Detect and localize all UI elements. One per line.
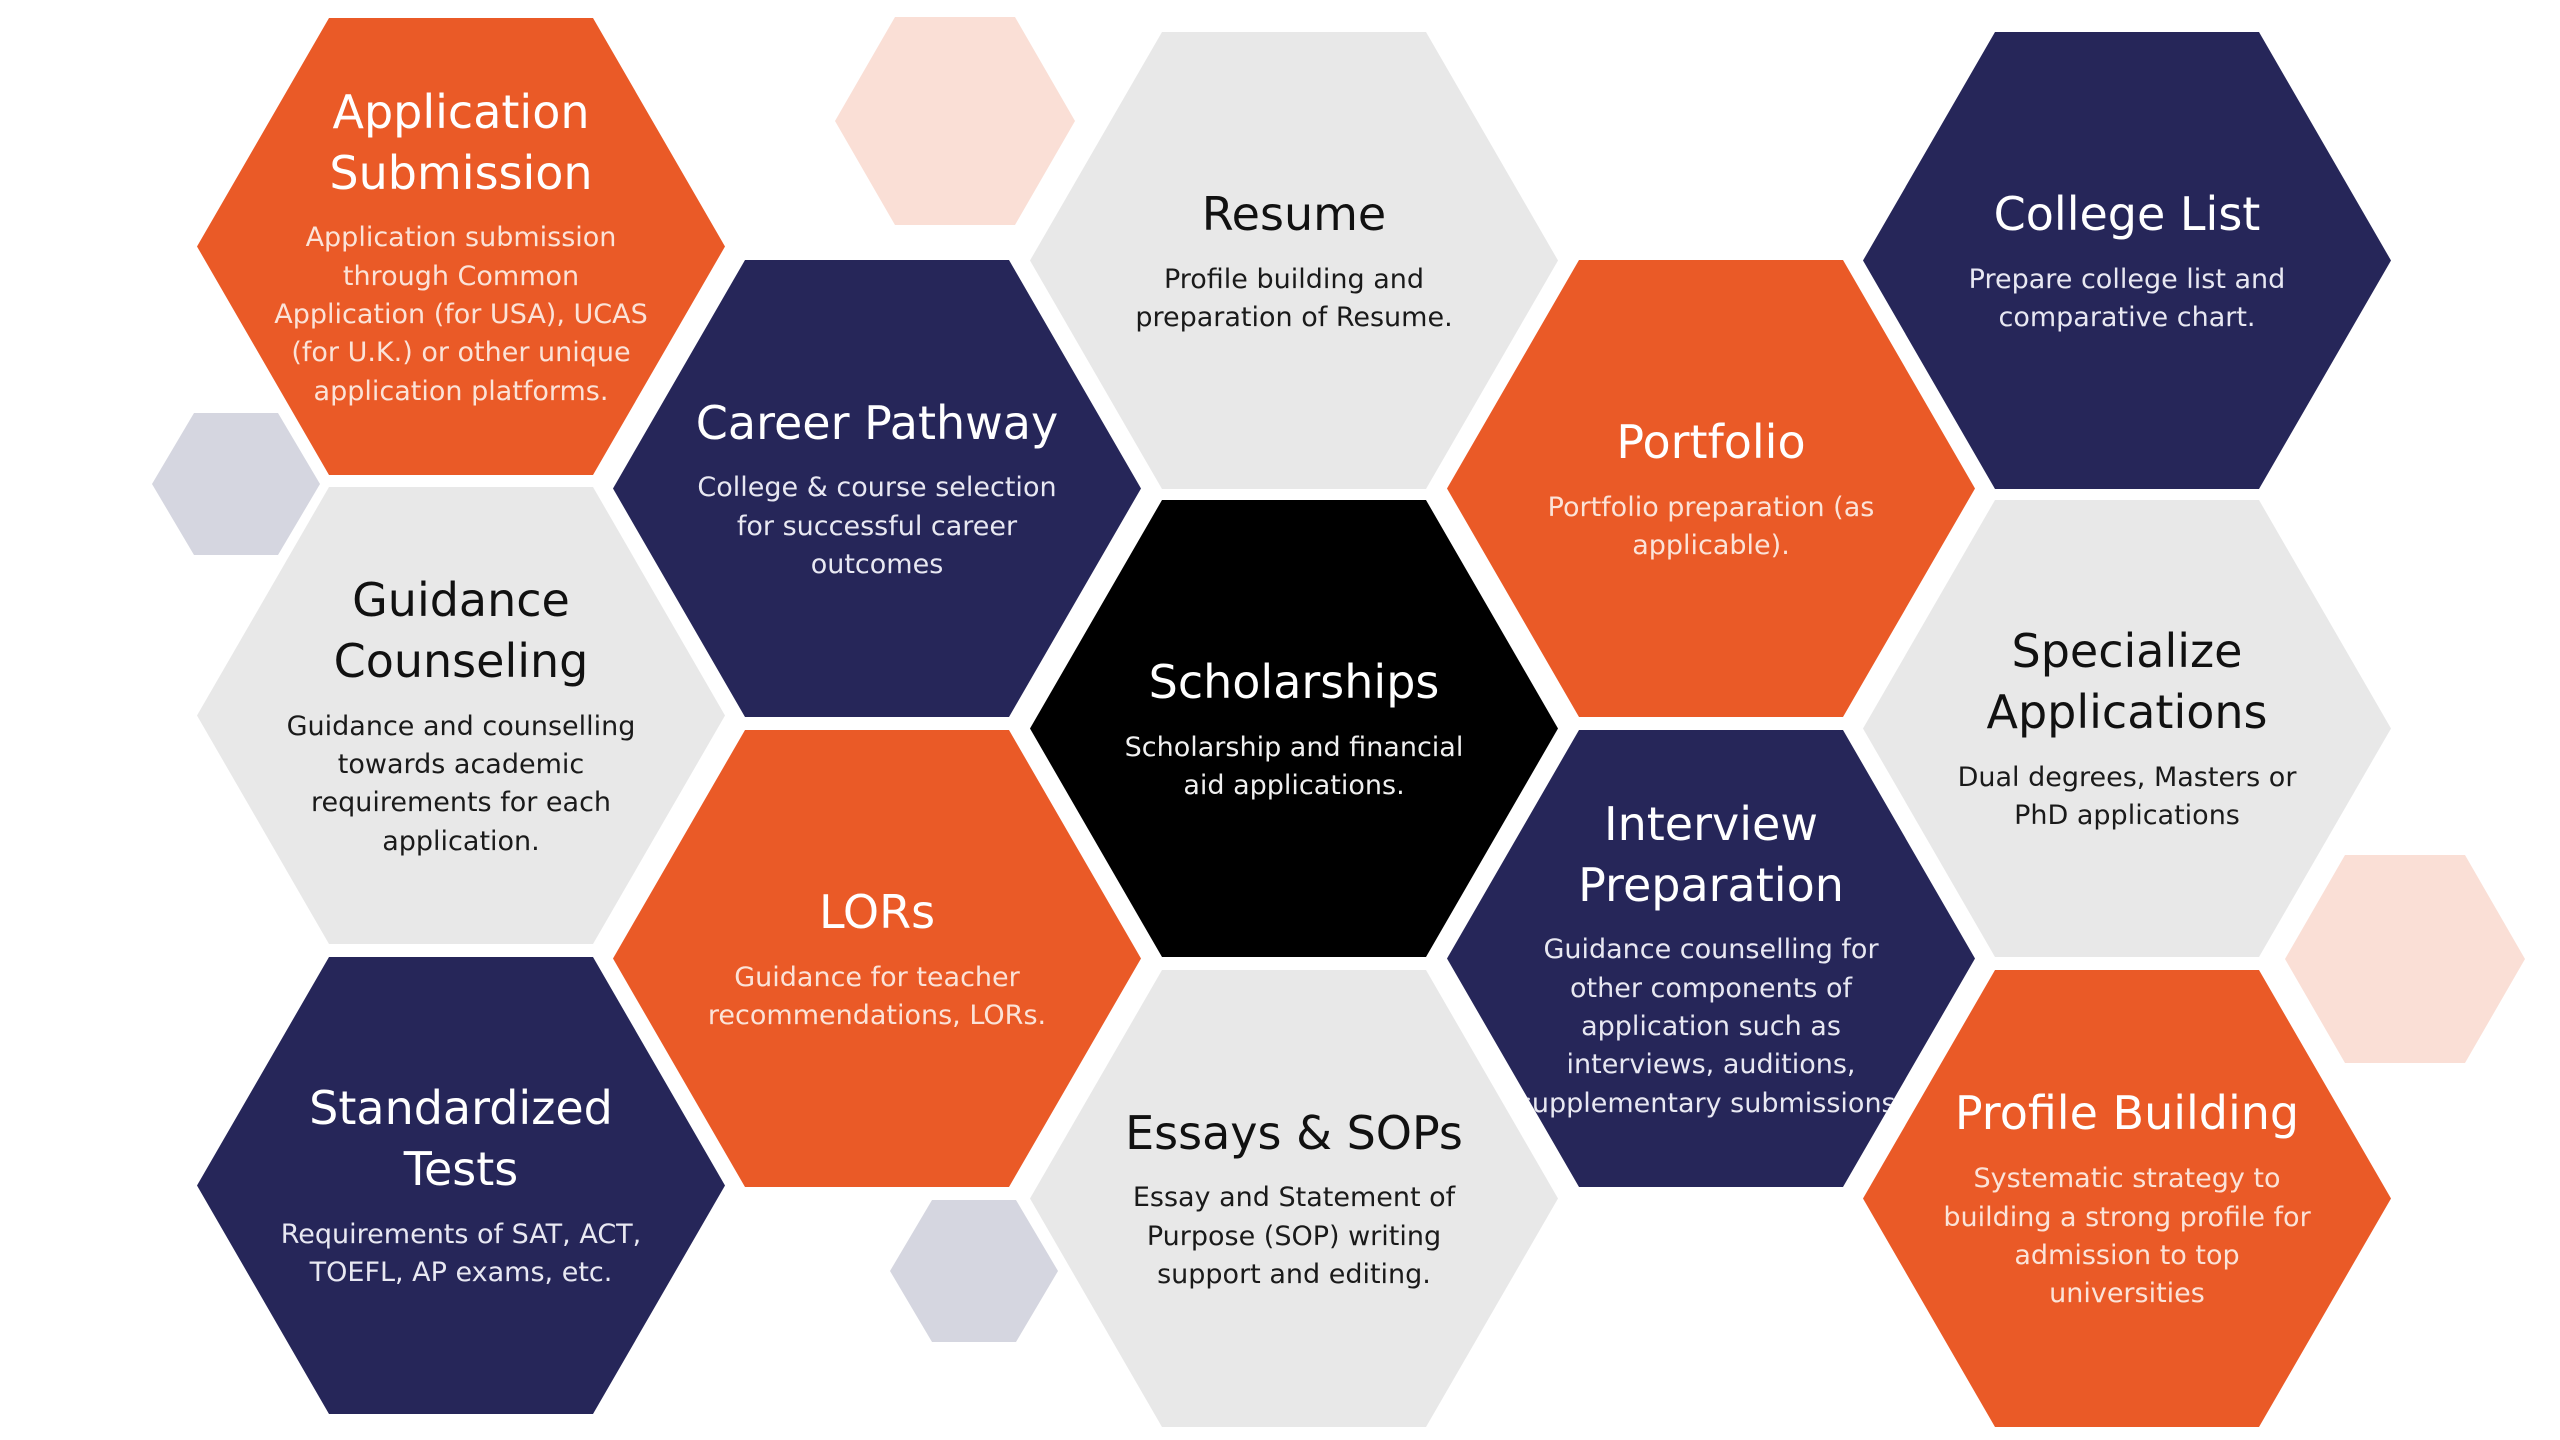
lors-description: Guidance for teacher recommendations, LO…	[707, 961, 1047, 1031]
hexagon-profile-building: Profile Building Systematic strategy to …	[1863, 970, 2391, 1427]
guidance-counseling-description: Guidance and counselling towards academi…	[286, 710, 636, 857]
standardized-tests-title: Standardized Tests	[309, 1081, 613, 1197]
portfolio-title: Portfolio	[1616, 414, 1806, 469]
college-list-description: Prepare college list and comparative cha…	[1968, 263, 2286, 333]
application-submission-description: Application submission through Common Ap…	[274, 222, 648, 407]
scholarships-title: Scholarships	[1148, 654, 1440, 709]
hexagon-interview-preparation: Interview Preparation Guidance counselli…	[1447, 730, 1975, 1187]
lors-title: LORs	[818, 884, 936, 939]
hexagon-application-submission: Application Submission Application submi…	[197, 18, 725, 475]
hexagon-standardized-tests: Standardized Tests Requirements of SAT, …	[197, 957, 725, 1414]
interview-preparation-description: Guidance counselling for other component…	[1517, 934, 1905, 1119]
decorative-hexagon-lavender-left	[152, 413, 320, 555]
decorative-hexagon-peach-top	[835, 17, 1075, 225]
standardized-tests-description: Requirements of SAT, ACT, TOEFL, AP exam…	[280, 1218, 642, 1289]
hexagon-college-list: College List Prepare college list and co…	[1863, 32, 2391, 489]
guidance-counseling-title: Guidance Counseling	[333, 573, 589, 688]
profile-building-title: Profile Building	[1954, 1086, 2300, 1141]
hexagon-resume: Resume Profile building and preparation …	[1030, 32, 1558, 489]
hexagon-guidance-counseling: Guidance Counseling Guidance and counsel…	[197, 487, 725, 944]
resume-title: Resume	[1201, 186, 1387, 241]
essays-sops-description: Essay and Statement of Purpose (SOP) wri…	[1132, 1182, 1456, 1291]
profile-building-description: Systematic strategy to building a strong…	[1943, 1163, 2311, 1310]
portfolio-description: Portfolio preparation (as applicable).	[1547, 491, 1875, 561]
hexagon-lors: LORs Guidance for teacher recommendation…	[613, 730, 1141, 1187]
scholarships-description: Scholarship and financial aid applicatio…	[1124, 731, 1464, 801]
hexagon-essays-sops: Essays & SOPs Essay and Statement of Pur…	[1030, 970, 1558, 1427]
specialize-applications-title: Specialize Applications	[1986, 624, 2268, 740]
interview-preparation-title: Interview Preparation	[1578, 796, 1844, 912]
essays-sops-title: Essays & SOPs	[1125, 1105, 1463, 1160]
hexagon-portfolio: Portfolio Portfolio preparation (as appl…	[1447, 260, 1975, 717]
decorative-hexagon-lavender-bottom	[890, 1200, 1058, 1342]
career-pathway-description: College & course selection for successfu…	[697, 472, 1057, 581]
resume-description: Profile building and preparation of Resu…	[1135, 263, 1453, 333]
hexagon-specialize-applications: Specialize Applications Dual degrees, Ma…	[1863, 500, 2391, 957]
hexagon-scholarships: Scholarships Scholarship and financial a…	[1030, 500, 1558, 957]
college-list-title: College List	[1993, 186, 2261, 241]
decorative-hexagon-peach-right	[2285, 855, 2525, 1063]
hexagon-career-pathway: Career Pathway College & course selectio…	[613, 260, 1141, 717]
career-pathway-title: Career Pathway	[695, 395, 1059, 450]
specialize-applications-description: Dual degrees, Masters or PhD application…	[1957, 761, 2297, 832]
application-submission-title: Application Submission	[329, 84, 593, 200]
